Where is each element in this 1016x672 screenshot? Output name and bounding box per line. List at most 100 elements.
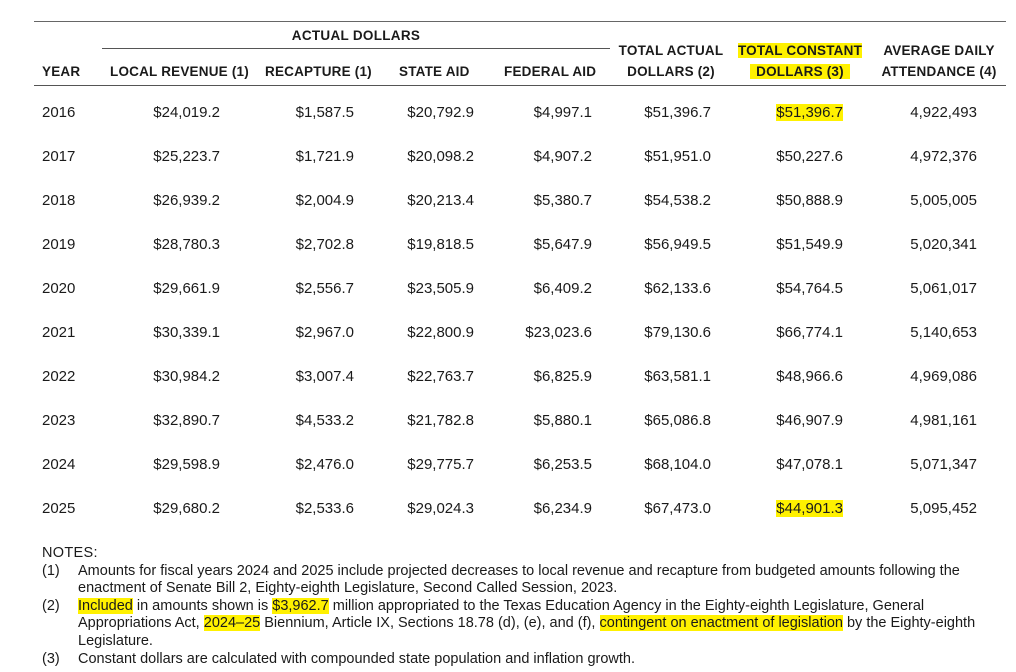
cell-total-actual: $56,949.5 (644, 236, 711, 253)
header-state-aid: STATE AID (399, 64, 470, 79)
note-number: (2) (42, 597, 60, 614)
cell-state-aid: $20,213.4 (407, 192, 474, 209)
cell-federal-aid: $6,825.9 (533, 368, 592, 385)
note-item: (1) Amounts for fiscal years 2024 and 20… (42, 563, 1002, 598)
cell-state-aid: $23,505.9 (407, 280, 474, 297)
cell-local-revenue: $26,939.2 (153, 192, 220, 209)
cell-federal-aid: $6,234.9 (533, 500, 592, 517)
table-row: 2019 $28,780.3 $2,702.8 $19,818.5 $5,647… (0, 223, 1016, 267)
cell-total-actual: $67,473.0 (644, 500, 711, 517)
cell-total-constant: $44,901.3 (776, 499, 843, 519)
cell-year: 2022 (42, 368, 76, 385)
table-row: 2025 $29,680.2 $2,533.6 $29,024.3 $6,234… (0, 487, 1016, 531)
header-total-constant-line2-text: DOLLARS (3) (750, 64, 850, 79)
header-year: YEAR (42, 64, 81, 79)
cell-year: 2024 (42, 456, 76, 473)
cell-year: 2021 (42, 324, 76, 341)
cell-recapture: $2,004.9 (295, 192, 354, 209)
header-local-revenue: LOCAL REVENUE (1) (110, 64, 249, 79)
cell-local-revenue: $24,019.2 (153, 104, 220, 121)
cell-average-daily-attendance: 5,061,017 (910, 280, 977, 297)
header-ada-line2: ATTENDANCE (4) (881, 64, 997, 79)
header-total-constant-line1: TOTAL CONSTANT (734, 41, 866, 61)
notes-title: NOTES: (42, 545, 98, 561)
cell-average-daily-attendance: 5,071,347 (910, 456, 977, 473)
cell-average-daily-attendance: 5,140,653 (910, 324, 977, 341)
cell-average-daily-attendance: 5,095,452 (910, 500, 977, 517)
cell-total-constant: $47,078.1 (776, 456, 843, 473)
cell-total-constant-highlight: $51,396.7 (776, 104, 843, 121)
cell-average-daily-attendance: 4,969,086 (910, 368, 977, 385)
cell-state-aid: $29,775.7 (407, 456, 474, 473)
cell-recapture: $3,007.4 (295, 368, 354, 385)
cell-total-actual: $63,581.1 (644, 368, 711, 385)
cell-total-constant: $50,227.6 (776, 148, 843, 165)
header-bottom-rule (34, 85, 1006, 86)
table-row: 2021 $30,339.1 $2,967.0 $22,800.9 $23,02… (0, 311, 1016, 355)
cell-local-revenue: $32,890.7 (153, 412, 220, 429)
cell-total-actual: $51,951.0 (644, 148, 711, 165)
cell-local-revenue: $25,223.7 (153, 148, 220, 165)
group-header-rule (102, 48, 610, 49)
cell-recapture: $2,967.0 (295, 324, 354, 341)
header-ada-line1: AVERAGE DAILY (883, 43, 995, 58)
cell-total-actual: $54,538.2 (644, 192, 711, 209)
cell-total-constant: $54,764.5 (776, 280, 843, 297)
cell-total-actual: $51,396.7 (644, 104, 711, 121)
cell-total-constant: $51,549.9 (776, 236, 843, 253)
cell-total-constant: $46,907.9 (776, 412, 843, 429)
cell-average-daily-attendance: 4,922,493 (910, 104, 977, 121)
cell-average-daily-attendance: 4,981,161 (910, 412, 977, 429)
cell-state-aid: $20,792.9 (407, 104, 474, 121)
table-row: 2024 $29,598.9 $2,476.0 $29,775.7 $6,253… (0, 443, 1016, 487)
table-row: 2022 $30,984.2 $3,007.4 $22,763.7 $6,825… (0, 355, 1016, 399)
cell-recapture: $2,702.8 (295, 236, 354, 253)
table-row: 2016 $24,019.2 $1,587.5 $20,792.9 $4,997… (0, 91, 1016, 135)
notes-section: NOTES: (1) Amounts for fiscal years 2024… (42, 545, 1002, 668)
cell-year: 2025 (42, 500, 76, 517)
table-row: 2017 $25,223.7 $1,721.9 $20,098.2 $4,907… (0, 135, 1016, 179)
note-text: Constant dollars are calculated with com… (78, 650, 635, 667)
cell-total-actual: $65,086.8 (644, 412, 711, 429)
cell-federal-aid: $4,907.2 (533, 148, 592, 165)
cell-year: 2018 (42, 192, 76, 209)
note-highlight: Included (78, 597, 133, 614)
cell-total-constant: $50,888.9 (776, 192, 843, 209)
note-text: by the Eighty-eighth Legislature. (78, 615, 976, 649)
cell-year: 2017 (42, 148, 76, 165)
cell-state-aid: $22,763.7 (407, 368, 474, 385)
cell-total-constant: $48,966.6 (776, 368, 843, 385)
cell-local-revenue: $29,661.9 (153, 280, 220, 297)
cell-recapture: $1,721.9 (295, 148, 354, 165)
cell-recapture: $2,533.6 (295, 500, 354, 517)
note-text: million appropriated to the Texas Educat… (78, 597, 925, 632)
cell-federal-aid: $6,409.2 (533, 280, 592, 297)
cell-state-aid: $22,800.9 (407, 324, 474, 341)
note-highlight: 2024–25 (203, 615, 261, 632)
cell-local-revenue: $30,984.2 (153, 368, 220, 385)
table-top-rule (34, 21, 1006, 22)
cell-recapture: $1,587.5 (295, 104, 354, 121)
cell-recapture: $2,476.0 (295, 456, 354, 473)
cell-total-constant: $51,396.7 (776, 103, 843, 123)
cell-year: 2020 (42, 280, 76, 297)
cell-state-aid: $29,024.3 (407, 500, 474, 517)
cell-total-actual: $68,104.0 (644, 456, 711, 473)
table-row: 2018 $26,939.2 $2,004.9 $20,213.4 $5,380… (0, 179, 1016, 223)
cell-total-constant-highlight: $44,901.3 (776, 500, 843, 517)
cell-local-revenue: $28,780.3 (153, 236, 220, 253)
note-highlight: $3,962.7 (272, 597, 329, 614)
table-row: 2020 $29,661.9 $2,556.7 $23,505.9 $6,409… (0, 267, 1016, 311)
header-federal-aid: FEDERAL AID (504, 64, 597, 79)
table-header: ACTUAL DOLLARS YEAR LOCAL REVENUE (1) RE… (0, 22, 1016, 84)
group-header-actual-dollars: ACTUAL DOLLARS (291, 28, 421, 43)
header-total-constant-line2: DOLLARS (3) (734, 62, 866, 82)
cell-year: 2019 (42, 236, 76, 253)
cell-average-daily-attendance: 4,972,376 (910, 148, 977, 165)
header-recapture: RECAPTURE (1) (265, 64, 372, 79)
note-text: in amounts shown is (132, 597, 273, 614)
cell-total-actual: $62,133.6 (644, 280, 711, 297)
cell-federal-aid: $5,380.7 (533, 192, 592, 209)
cell-federal-aid: $5,647.9 (533, 236, 592, 253)
note-item: (3) Constant dollars are calculated with… (42, 651, 1002, 669)
